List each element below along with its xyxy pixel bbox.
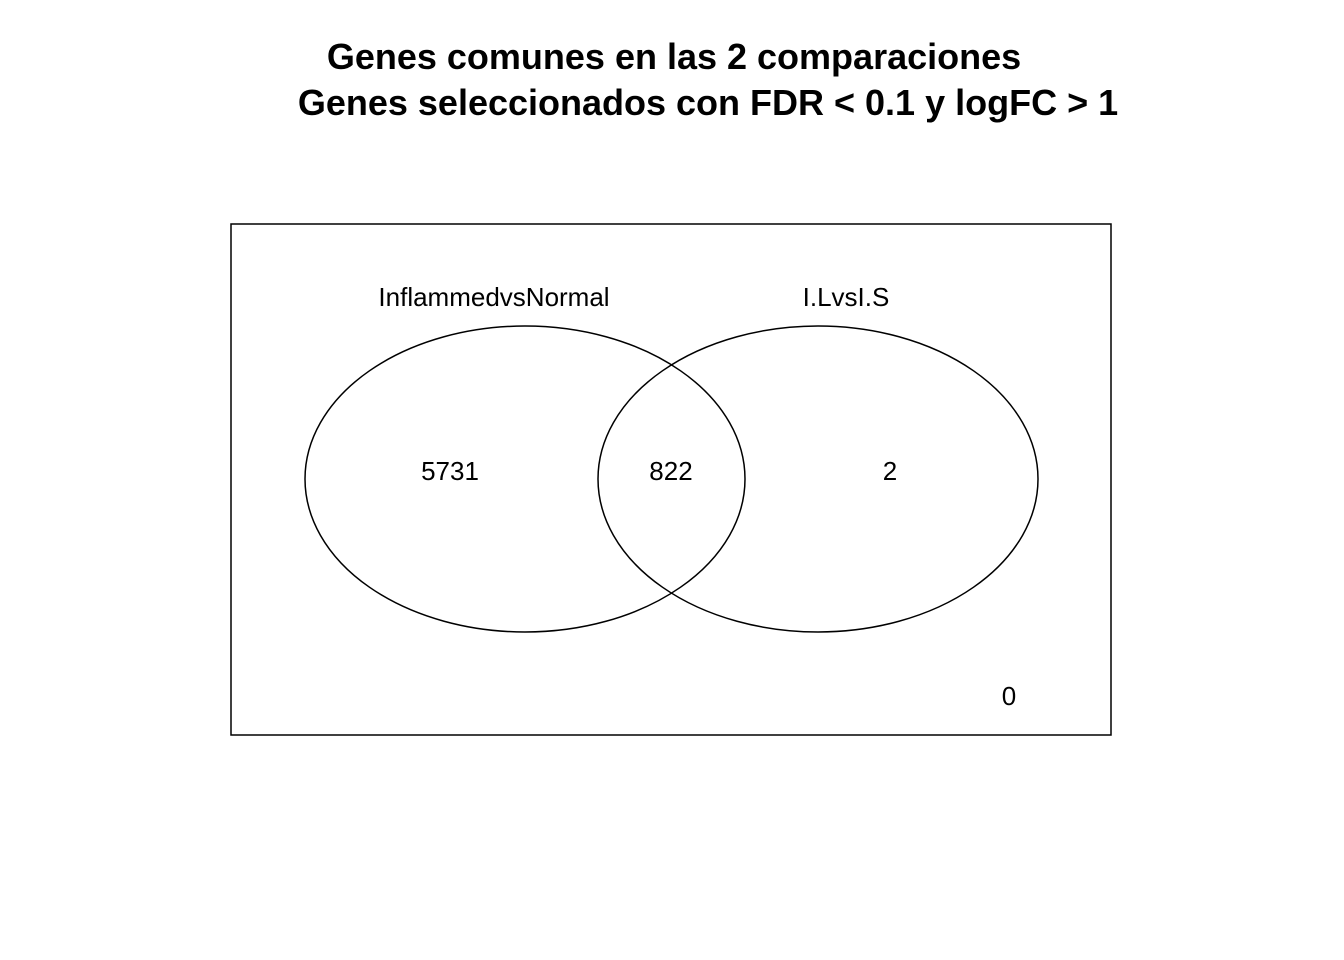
title-line-2: Genes seleccionados con FDR < 0.1 y logF… [297, 82, 1119, 123]
count-only-set1: 5731 [421, 456, 479, 486]
count-outside: 0 [1002, 681, 1016, 711]
set-label-2: I.LvsI.S [803, 282, 890, 312]
title-line-1: Genes comunes en las 2 comparaciones [326, 36, 1022, 77]
count-intersection: 822 [649, 456, 692, 486]
set-label-1: InflammedvsNormal [378, 282, 609, 312]
count-only-set2: 2 [883, 456, 897, 486]
universe-box [230, 223, 1112, 736]
set-ellipse-ilvsis [597, 325, 1039, 633]
set-ellipse-inflammedvsnormal [304, 325, 746, 633]
